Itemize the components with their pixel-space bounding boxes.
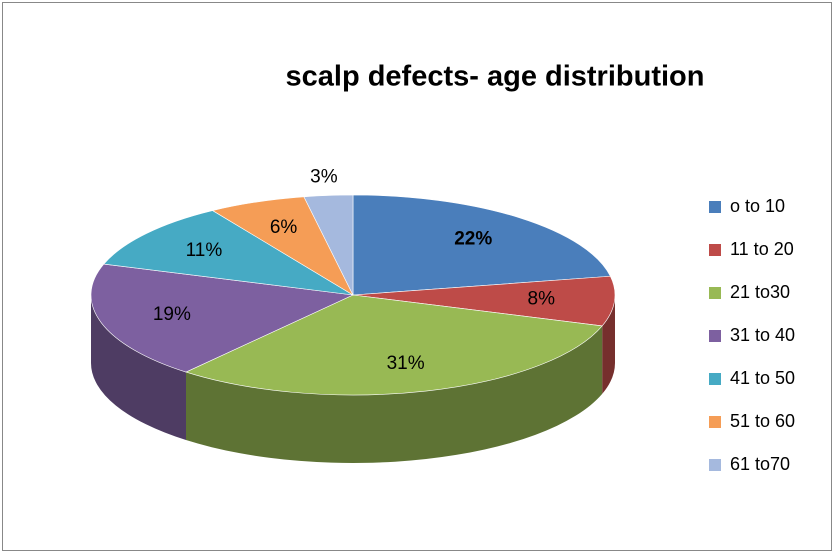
legend-swatch <box>709 459 721 471</box>
pie-slice <box>303 194 354 296</box>
legend-label: 41 to 50 <box>730 368 795 388</box>
pie-slice <box>352 194 611 296</box>
legend-swatch <box>709 201 721 213</box>
pie-slice <box>185 294 603 396</box>
pie-slice-side <box>90 295 186 441</box>
legend-label: o to 10 <box>730 196 785 216</box>
legend-swatch <box>709 287 721 299</box>
legend-label: 21 to30 <box>730 282 790 302</box>
legend-swatch <box>709 244 721 256</box>
pie-slice-side <box>185 325 603 463</box>
legend-label: 51 to 60 <box>730 411 795 431</box>
data-label: 6% <box>270 217 298 238</box>
data-label: 31% <box>387 353 425 374</box>
legend-swatch <box>709 373 721 385</box>
data-label: 11% <box>186 240 223 261</box>
legend-label: 61 to70 <box>730 454 790 474</box>
pie-slice-side <box>602 295 615 394</box>
legend-swatch <box>709 416 721 428</box>
pie-slice <box>352 275 616 327</box>
data-label: 3% <box>310 167 338 188</box>
data-label: 22% <box>454 229 492 250</box>
data-label: 8% <box>528 289 556 310</box>
chart-title: scalp defects- age distribution <box>286 61 705 93</box>
legend-swatch <box>709 330 721 342</box>
legend-label: 11 to 20 <box>730 239 794 259</box>
pie-slice <box>90 263 355 373</box>
pie-slice <box>103 210 354 296</box>
data-label: 19% <box>153 304 191 325</box>
legend-label: 31 to 40 <box>730 325 795 345</box>
